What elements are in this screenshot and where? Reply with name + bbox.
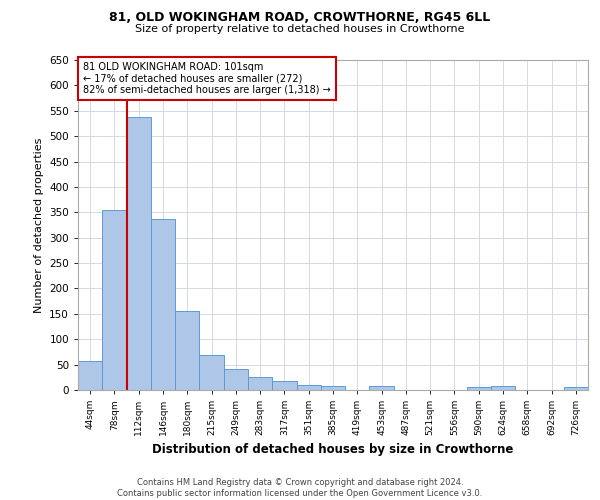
Bar bbox=[272, 381, 296, 390]
Bar bbox=[248, 378, 272, 390]
Text: Size of property relative to detached houses in Crowthorne: Size of property relative to detached ho… bbox=[135, 24, 465, 34]
Text: Contains HM Land Registry data © Crown copyright and database right 2024.
Contai: Contains HM Land Registry data © Crown c… bbox=[118, 478, 482, 498]
Bar bbox=[78, 360, 102, 390]
Bar bbox=[224, 368, 248, 390]
Bar bbox=[370, 386, 394, 390]
Bar bbox=[151, 220, 175, 390]
Y-axis label: Number of detached properties: Number of detached properties bbox=[34, 138, 44, 312]
Bar bbox=[102, 210, 127, 390]
Text: 81 OLD WOKINGHAM ROAD: 101sqm
← 17% of detached houses are smaller (272)
82% of : 81 OLD WOKINGHAM ROAD: 101sqm ← 17% of d… bbox=[83, 62, 331, 95]
Bar bbox=[564, 388, 588, 390]
Text: Distribution of detached houses by size in Crowthorne: Distribution of detached houses by size … bbox=[152, 442, 514, 456]
Bar bbox=[127, 117, 151, 390]
Text: 81, OLD WOKINGHAM ROAD, CROWTHORNE, RG45 6LL: 81, OLD WOKINGHAM ROAD, CROWTHORNE, RG45… bbox=[109, 11, 491, 24]
Bar bbox=[199, 355, 224, 390]
Bar bbox=[491, 386, 515, 390]
Bar bbox=[175, 312, 199, 390]
Bar bbox=[467, 388, 491, 390]
Bar bbox=[296, 386, 321, 390]
Bar bbox=[321, 386, 345, 390]
